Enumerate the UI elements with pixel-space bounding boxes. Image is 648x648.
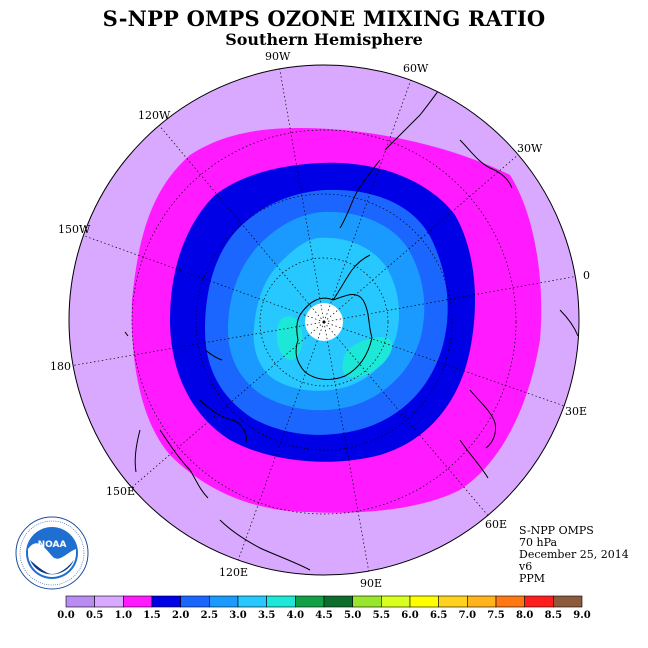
lon-label-30e: 30E: [565, 405, 587, 418]
lon-label-150e: 150E: [106, 485, 135, 498]
date-label: December 25, 2014: [519, 548, 629, 561]
lon-label-0: 0: [583, 269, 590, 282]
lon-label-60e: 60E: [485, 518, 507, 531]
lon-label-90w: 90W: [265, 50, 291, 63]
lon-label-60w: 60W: [403, 62, 429, 75]
coastlines: [124, 77, 579, 571]
lon-label-180: 180: [50, 360, 71, 373]
map-subtitle: Southern Hemisphere: [225, 30, 423, 49]
lon-label-30w: 30W: [517, 142, 543, 155]
lon-label-150w: 150W: [58, 223, 91, 236]
map-title: S-NPP OMPS OZONE MIXING RATIO: [102, 6, 546, 31]
graticule: [69, 65, 579, 575]
band-3-5-4-0-b: [342, 337, 393, 378]
lon-label-120w: 120W: [138, 109, 171, 122]
noaa-logo: NOAA: [15, 516, 89, 590]
instrument-label: S-NPP OMPS: [519, 524, 594, 537]
lon-label-90e: 90E: [360, 577, 382, 590]
logo-text: NOAA: [38, 540, 67, 550]
units-label: PPM: [519, 572, 546, 585]
pressure-label: 70 hPa: [519, 536, 558, 549]
map-boundary: [68, 64, 580, 576]
lon-label-120e: 120E: [219, 566, 248, 579]
pole-marker: [322, 320, 326, 324]
version-label: v6: [519, 560, 533, 573]
